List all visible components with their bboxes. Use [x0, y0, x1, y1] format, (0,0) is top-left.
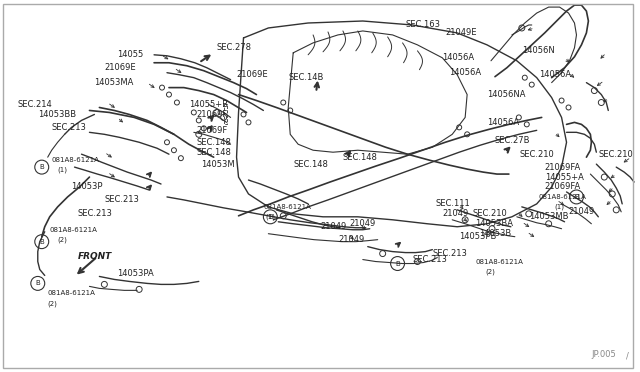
- Text: 21049: 21049: [320, 222, 346, 231]
- Text: SEC.213: SEC.213: [433, 249, 467, 258]
- Text: SEC.214: SEC.214: [18, 100, 52, 109]
- Text: 21049: 21049: [568, 207, 595, 217]
- Text: (1): (1): [266, 214, 275, 220]
- Text: SEC.148: SEC.148: [196, 148, 232, 157]
- Text: (1): (1): [555, 203, 564, 210]
- Text: JP.005: JP.005: [591, 350, 616, 359]
- Text: 081A8-6121A: 081A8-6121A: [48, 290, 95, 296]
- Text: 21069FA: 21069FA: [545, 183, 581, 192]
- Text: 21049: 21049: [338, 235, 364, 244]
- Text: SEC.148: SEC.148: [293, 160, 328, 169]
- Text: 21069F: 21069F: [196, 126, 228, 135]
- Text: SEC.213: SEC.213: [77, 209, 113, 218]
- Text: 14053MB: 14053MB: [529, 212, 568, 221]
- Text: (2): (2): [58, 237, 68, 243]
- Text: 21069FA: 21069FA: [545, 163, 581, 171]
- Text: B: B: [395, 260, 400, 266]
- Text: SEC.111: SEC.111: [435, 199, 470, 208]
- Text: SEC.213: SEC.213: [104, 195, 140, 205]
- Text: 14053PA: 14053PA: [117, 269, 154, 278]
- Text: 14055+B: 14055+B: [189, 100, 228, 109]
- Text: B: B: [35, 280, 40, 286]
- Text: FRONT: FRONT: [77, 252, 112, 261]
- Text: 081A8-6121A: 081A8-6121A: [52, 157, 100, 163]
- Text: SEC.210: SEC.210: [472, 209, 507, 218]
- Text: (1): (1): [58, 167, 68, 173]
- Text: SEC.210: SEC.210: [598, 150, 633, 159]
- Text: 14053B: 14053B: [479, 229, 511, 238]
- Text: 21049: 21049: [350, 219, 376, 228]
- Text: 21069E: 21069E: [237, 70, 268, 79]
- Text: 14053M: 14053M: [201, 160, 234, 169]
- Text: 081A8-6121A: 081A8-6121A: [50, 227, 97, 233]
- Text: 14055: 14055: [117, 50, 143, 59]
- Text: (2): (2): [485, 268, 495, 275]
- Text: 14056A: 14056A: [442, 53, 474, 62]
- Text: B: B: [40, 239, 44, 245]
- Text: B: B: [268, 214, 273, 220]
- Text: SEC.148: SEC.148: [196, 138, 232, 147]
- Text: 14056A: 14056A: [487, 118, 519, 127]
- Text: 14053BB: 14053BB: [38, 110, 76, 119]
- Text: SEC.210: SEC.210: [520, 150, 555, 159]
- Text: SEC.213: SEC.213: [52, 123, 86, 132]
- Text: 14056N: 14056N: [522, 46, 554, 55]
- Text: SEC.163: SEC.163: [406, 20, 440, 29]
- Text: 14056A: 14056A: [539, 70, 571, 79]
- Text: 081A8-6121A: 081A8-6121A: [539, 194, 587, 200]
- Text: SEC.27B: SEC.27B: [495, 136, 531, 145]
- Text: 081A8-6121A: 081A8-6121A: [264, 204, 311, 210]
- Text: 14056NA: 14056NA: [487, 90, 525, 99]
- Text: 21049: 21049: [442, 209, 468, 218]
- Text: B: B: [40, 164, 44, 170]
- Text: 081A8-6121A: 081A8-6121A: [475, 259, 523, 264]
- Text: 14053P: 14053P: [72, 183, 103, 192]
- Text: 14056A: 14056A: [449, 68, 481, 77]
- Text: (2): (2): [48, 300, 58, 307]
- Text: 21069F: 21069F: [196, 110, 228, 119]
- Text: /: /: [626, 352, 629, 361]
- Text: 21049E: 21049E: [445, 28, 477, 38]
- Text: 21069E: 21069E: [104, 63, 136, 72]
- Text: B: B: [574, 194, 579, 200]
- Text: SEC.213: SEC.213: [412, 255, 447, 264]
- Text: SEC.148: SEC.148: [343, 153, 378, 162]
- Text: 14055+A: 14055+A: [545, 173, 584, 182]
- Text: 14053BA: 14053BA: [475, 219, 513, 228]
- Text: 14053PB: 14053PB: [459, 232, 497, 241]
- Text: 14053MA: 14053MA: [95, 78, 134, 87]
- Text: SEC.14B: SEC.14B: [288, 73, 324, 82]
- Text: SEC.278: SEC.278: [217, 44, 252, 52]
